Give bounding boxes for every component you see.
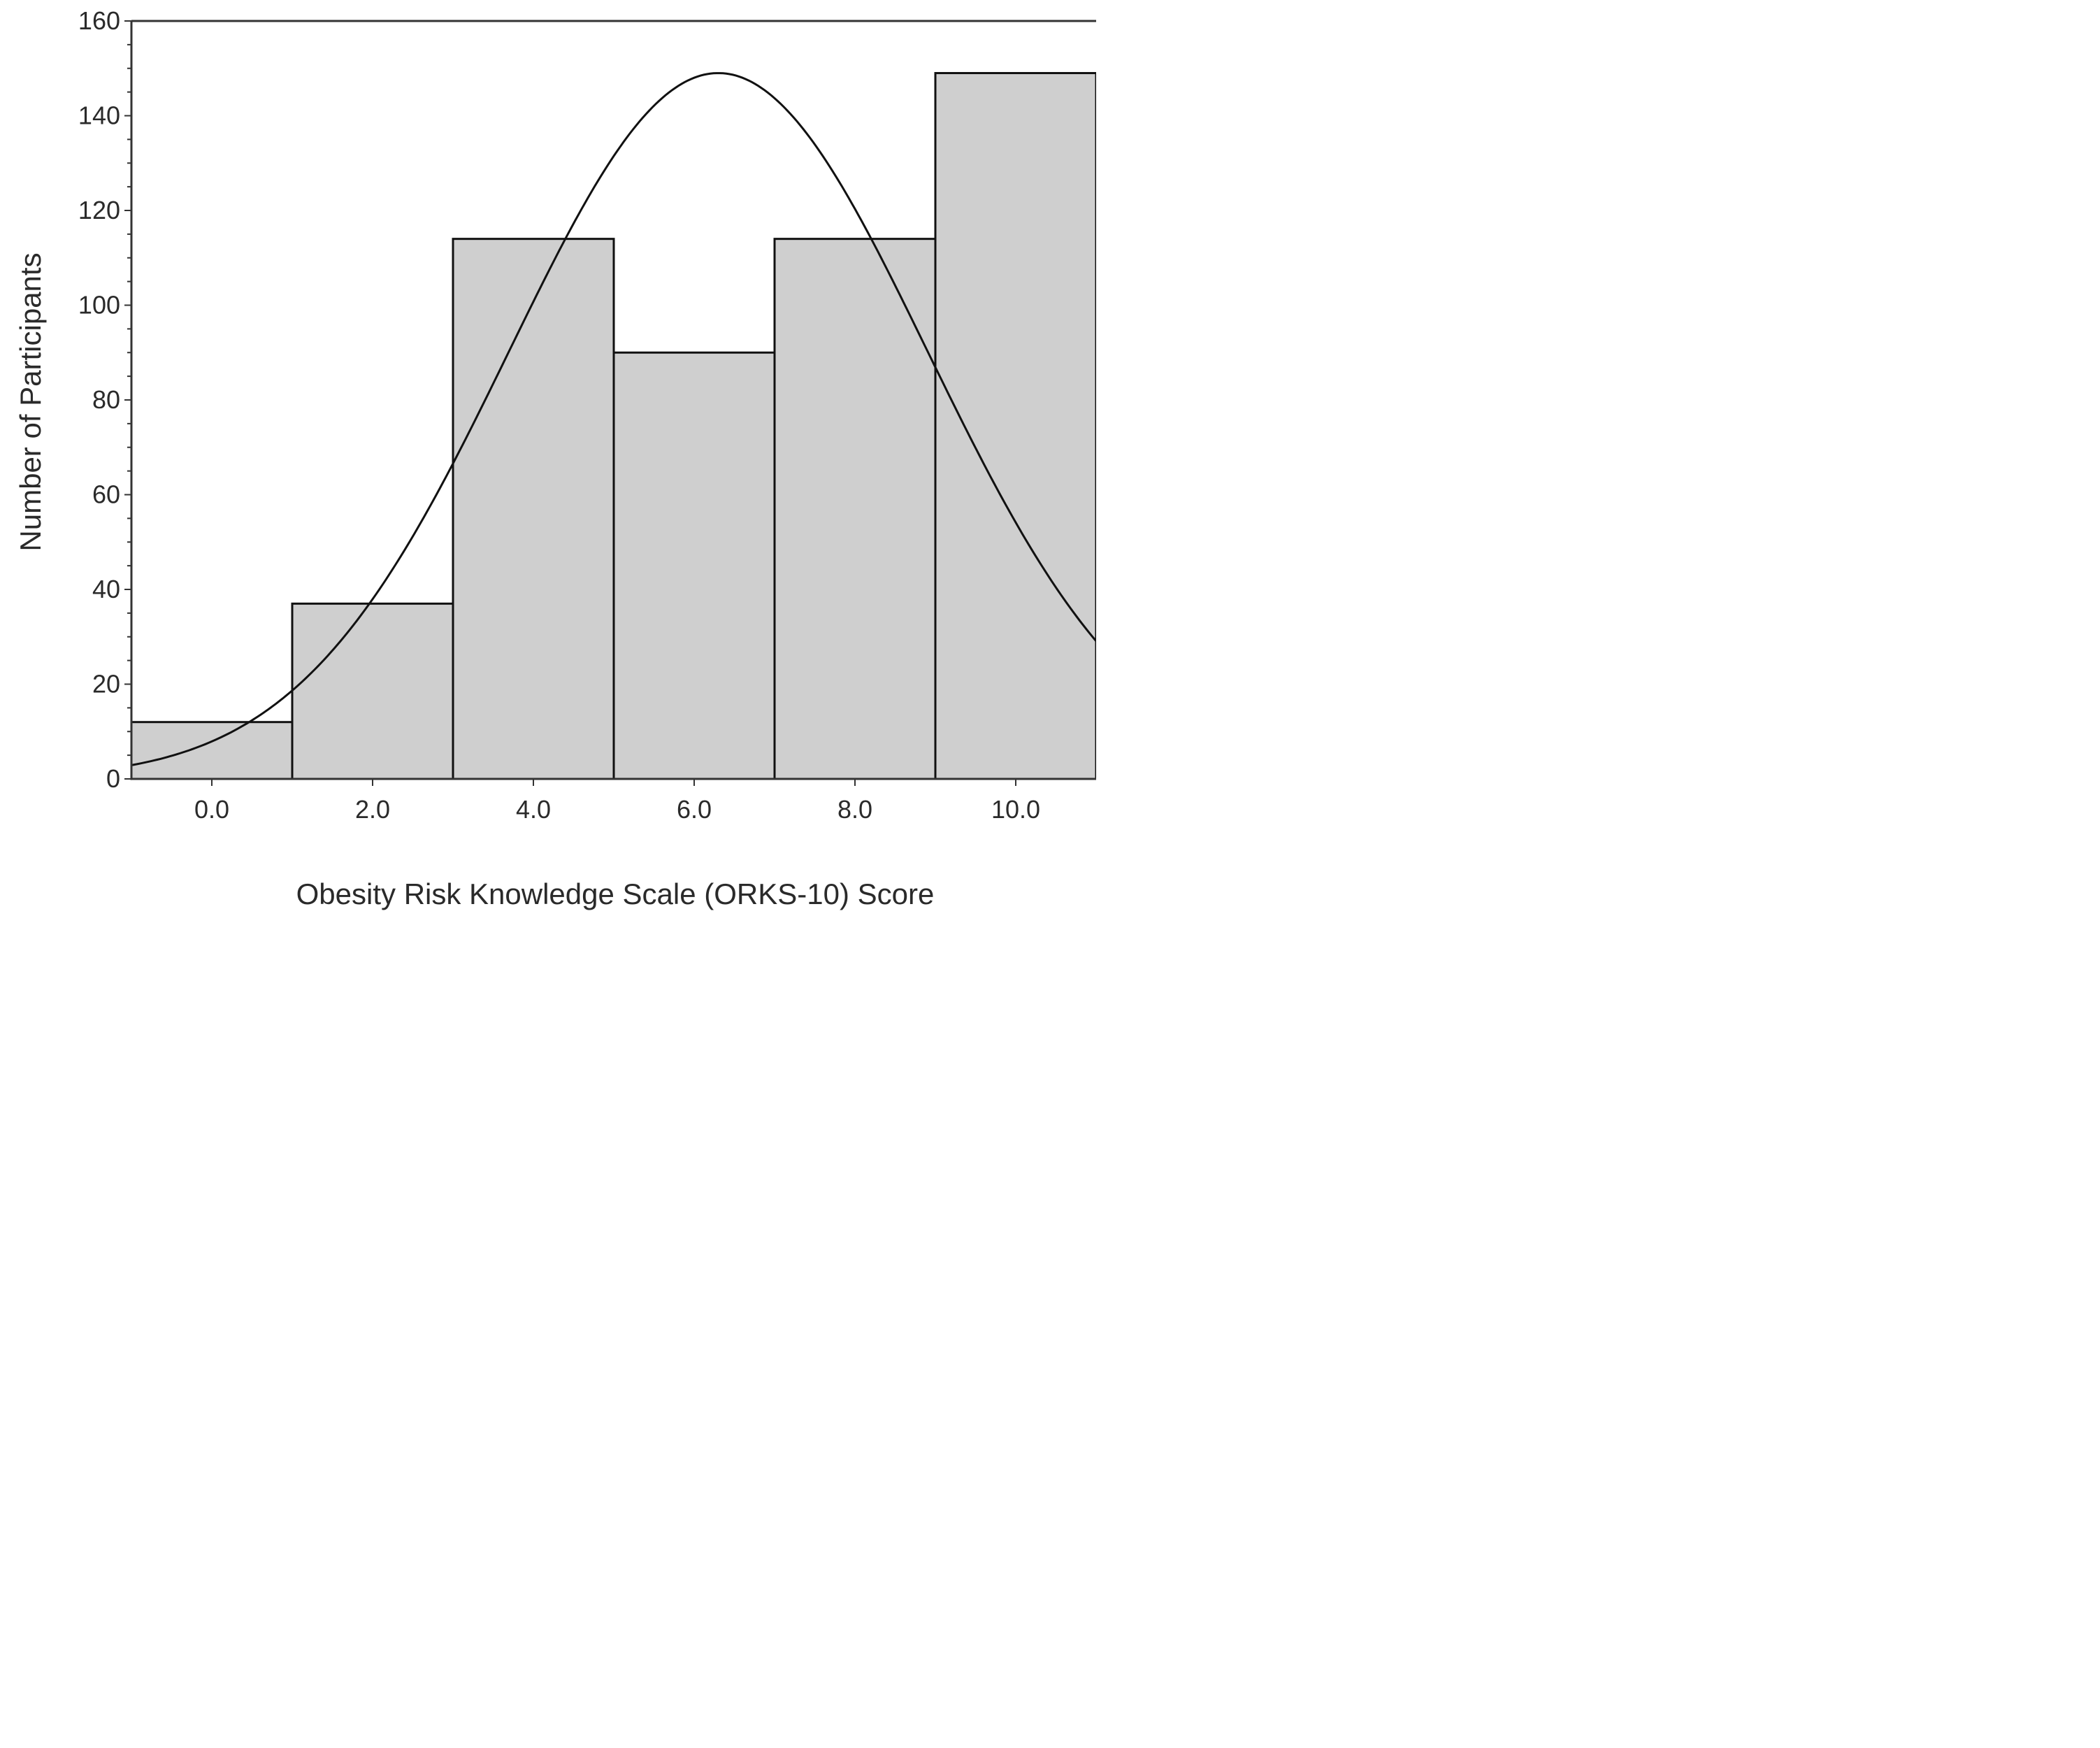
x-axis-title: Obesity Risk Knowledge Scale (ORKS-10) S… [296, 877, 935, 910]
y-tick-label: 140 [78, 101, 120, 130]
bars-group [130, 72, 1096, 780]
y-tick-label: 60 [92, 480, 120, 509]
x-tick-label: 2.0 [355, 795, 390, 824]
y-axis: 0 20 40 60 80 100 120 140 160 [78, 6, 133, 793]
y-tick-label: 80 [92, 385, 120, 414]
x-tick-label: 8.0 [837, 795, 872, 824]
bar-2 [452, 238, 615, 780]
bar-5 [934, 72, 1096, 780]
bar-1 [291, 602, 454, 780]
y-tick-label: 100 [78, 291, 120, 320]
y-tick-label: 40 [92, 575, 120, 603]
histogram-chart: 0 20 40 60 80 100 120 140 160 0.0 2.0 4.0 6.0 8.0 10.… [14, 6, 1096, 910]
y-tick-label: 160 [78, 6, 120, 35]
y-tick-label: 0 [106, 764, 120, 793]
x-tick-label: 4.0 [516, 795, 551, 824]
y-axis-title: Number of Participants [14, 252, 47, 551]
x-tick-label: 10.0 [991, 795, 1040, 824]
x-tick-label: 0.0 [194, 795, 229, 824]
x-tick-label: 6.0 [677, 795, 712, 824]
y-tick-label: 120 [78, 196, 120, 224]
normal-curve-line [131, 72, 1096, 766]
bar-0 [130, 721, 294, 780]
bar-3 [612, 351, 776, 780]
x-axis: 0.0 2.0 4.0 6.0 8.0 10.0 [131, 778, 1096, 824]
y-tick-label: 20 [92, 670, 120, 699]
normal-curve-group [131, 72, 1096, 766]
